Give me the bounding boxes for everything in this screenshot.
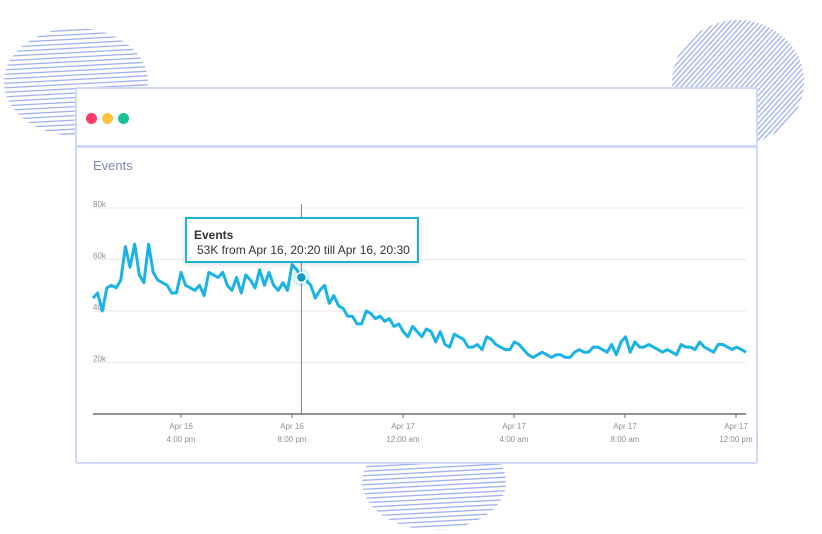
x-tick-date: Apr 17 bbox=[613, 422, 637, 431]
browser-window: Events 80k 60k 40k 20k Apr 16 4:00 pm Apr 16 8… bbox=[75, 87, 758, 464]
x-tick-time: 8:00 am bbox=[611, 435, 640, 444]
series-line-layer bbox=[91, 242, 747, 359]
y-tick-label: 60k bbox=[93, 252, 107, 261]
x-tick-time: 4:00 am bbox=[500, 435, 529, 444]
tooltip-text: 53K from Apr 16, 20:20 till Apr 16, 20:3… bbox=[197, 243, 410, 257]
chart-tooltip: Events 53K from Apr 16, 20:20 till Apr 1… bbox=[185, 217, 419, 263]
chart-title: Events bbox=[93, 158, 133, 173]
window-titlebar bbox=[77, 89, 756, 148]
decorative-blob-bottom bbox=[362, 452, 506, 530]
x-tick-date: Apr 17 bbox=[391, 422, 415, 431]
x-tick-date: Apr 16 bbox=[169, 422, 193, 431]
x-tick-time: 12:00 pm bbox=[719, 435, 753, 444]
y-tick-label: 20k bbox=[93, 355, 107, 364]
window-close-button[interactable] bbox=[86, 113, 97, 124]
decorative-blob-right bbox=[672, 20, 804, 144]
x-tick-date: Apr 17 bbox=[502, 422, 526, 431]
x-tick-date: Apr 17 bbox=[724, 422, 748, 431]
y-tick-label: 80k bbox=[93, 200, 107, 209]
x-axis: Apr 16 4:00 pm Apr 16 8:00 pm Apr 17 12:00 am… bbox=[93, 413, 753, 444]
x-tick-time: 4:00 pm bbox=[167, 435, 196, 444]
window-zoom-button[interactable] bbox=[118, 113, 129, 124]
tooltip-title: Events bbox=[194, 228, 234, 242]
x-tick-date: Apr 16 bbox=[280, 422, 304, 431]
x-tick-time: 12:00 am bbox=[386, 435, 420, 444]
x-tick-time: 8:00 pm bbox=[278, 435, 307, 444]
series-line-events bbox=[91, 242, 747, 359]
hover-data-point[interactable] bbox=[295, 271, 308, 284]
window-minimize-button[interactable] bbox=[102, 113, 113, 124]
